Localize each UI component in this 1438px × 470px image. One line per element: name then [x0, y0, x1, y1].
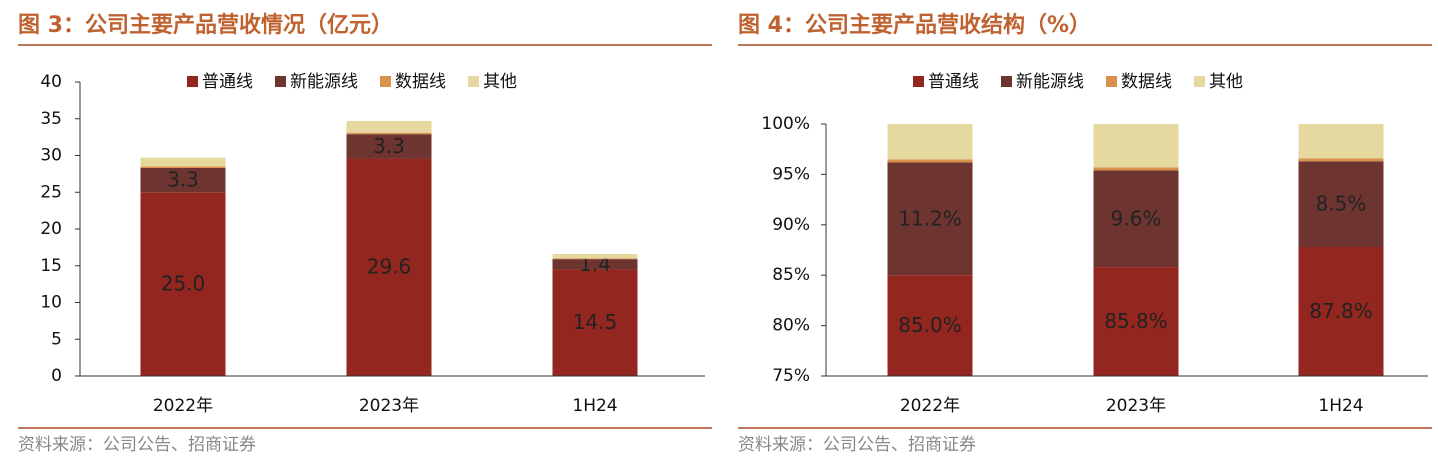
- legend-swatch: [468, 76, 479, 87]
- data-label: 14.5: [573, 310, 618, 334]
- source-note: 资料来源：公司公告、招商证券: [738, 435, 976, 455]
- legend-swatch: [913, 76, 924, 87]
- bar-segment: [1093, 267, 1179, 376]
- x-tick-label: 1H24: [572, 396, 617, 416]
- y-tick-label: 5: [51, 329, 62, 349]
- bar-segment: [1298, 161, 1384, 247]
- bar-segment: [140, 157, 226, 167]
- data-label: 25.0: [161, 272, 206, 296]
- y-tick-label: 15: [40, 256, 62, 276]
- bar-segment: [346, 132, 432, 135]
- chart-title: 图 3：公司主要产品营收情况（亿元）: [18, 12, 393, 38]
- legend-swatch: [1194, 76, 1205, 87]
- data-label: 8.5%: [1316, 192, 1367, 216]
- legend-label: 数据线: [1121, 72, 1172, 92]
- data-label: 9.6%: [1111, 206, 1162, 230]
- legend-label: 新能源线: [290, 72, 358, 92]
- bar-segment: [552, 259, 638, 270]
- data-label: 85.8%: [1104, 309, 1168, 333]
- y-tick-label: 75%: [772, 366, 810, 386]
- y-tick-label: 20: [40, 219, 62, 239]
- data-label: 3.3: [167, 168, 199, 192]
- bar-segment: [1298, 246, 1384, 376]
- x-tick-label: 2023年: [359, 396, 419, 416]
- bar-segment: [552, 253, 638, 259]
- bar-segment: [346, 120, 432, 133]
- data-label: 11.2%: [898, 206, 962, 230]
- y-tick-label: 10: [40, 293, 62, 313]
- y-tick-label: 0: [51, 366, 62, 386]
- bar-segment: [1093, 167, 1179, 171]
- y-tick-label: 95%: [772, 164, 810, 184]
- bar-segment: [1298, 158, 1384, 162]
- bar-segment: [1093, 170, 1179, 268]
- bar-segment: [887, 159, 973, 163]
- bar-segment: [552, 269, 638, 376]
- legend-swatch: [1106, 76, 1117, 87]
- x-tick-label: 1H24: [1318, 396, 1363, 416]
- y-tick-label: 85%: [772, 265, 810, 285]
- y-tick-label: 30: [40, 146, 62, 166]
- legend-label: 其他: [483, 72, 517, 92]
- bar-segment: [1093, 124, 1179, 168]
- bar-segment: [140, 167, 226, 193]
- bar-segment: [887, 124, 973, 160]
- legend-swatch: [187, 76, 198, 87]
- bar-segment: [1298, 124, 1384, 159]
- bar-segment: [887, 275, 973, 376]
- legend-label: 新能源线: [1016, 72, 1084, 92]
- data-label: 85.0%: [898, 313, 962, 337]
- bar-segment: [552, 258, 638, 260]
- data-label: 3.3: [373, 134, 405, 158]
- x-tick-label: 2022年: [900, 396, 960, 416]
- y-tick-label: 100%: [761, 114, 810, 134]
- y-tick-label: 35: [40, 109, 62, 129]
- x-tick-label: 2023年: [1106, 396, 1166, 416]
- legend-swatch: [380, 76, 391, 87]
- y-tick-label: 25: [40, 182, 62, 202]
- y-tick-label: 40: [40, 72, 62, 92]
- bar-segment: [140, 166, 226, 168]
- x-tick-label: 2022年: [153, 396, 213, 416]
- legend-label: 数据线: [395, 72, 446, 92]
- bar-segment: [140, 192, 226, 376]
- chart-title: 图 4：公司主要产品营收结构（%）: [738, 12, 1091, 38]
- legend-label: 普通线: [928, 72, 979, 92]
- y-tick-label: 80%: [772, 316, 810, 336]
- legend-swatch: [1001, 76, 1012, 87]
- legend-label: 普通线: [202, 72, 253, 92]
- data-label: 87.8%: [1309, 299, 1373, 323]
- bar-segment: [887, 162, 973, 276]
- legend-label: 其他: [1209, 72, 1243, 92]
- bar-segment: [346, 134, 432, 159]
- y-tick-label: 90%: [772, 215, 810, 235]
- data-label: 29.6: [367, 255, 412, 279]
- legend-swatch: [275, 76, 286, 87]
- source-note: 资料来源：公司公告、招商证券: [18, 435, 256, 455]
- bar-segment: [346, 158, 432, 376]
